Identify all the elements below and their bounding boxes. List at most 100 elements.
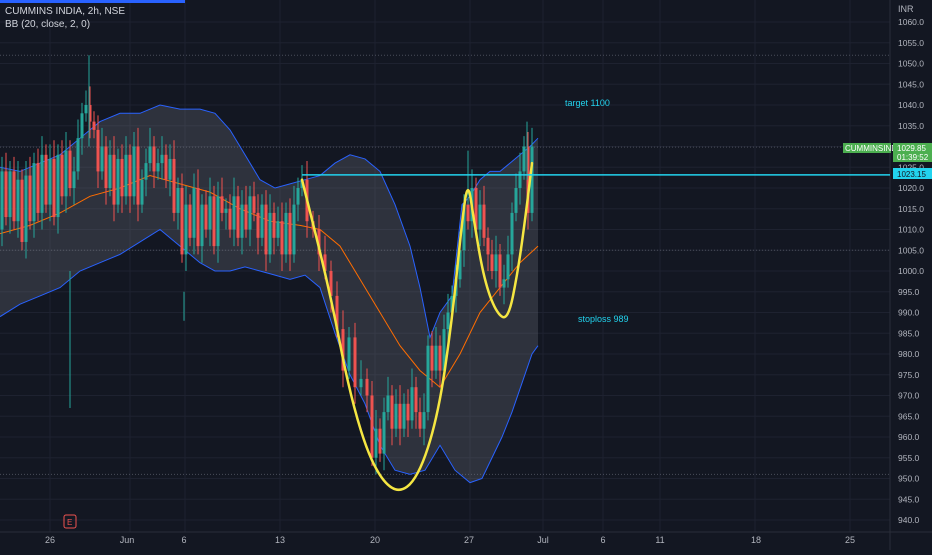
price-axis[interactable]: 940.0 945.0 950.0 955.0 960.0 965.0 970.0 975.0…	[898, 17, 924, 525]
symbol-tag-bg	[843, 143, 891, 153]
candle-body	[329, 271, 333, 296]
candle-body	[426, 345, 430, 413]
candle-body	[4, 171, 8, 218]
candle-body	[378, 428, 382, 454]
candle-body	[347, 337, 351, 371]
level-line-tag-bg	[893, 168, 932, 179]
candle-body	[84, 105, 88, 114]
price-tick-label: 960.0	[898, 432, 920, 442]
candle-body	[268, 212, 272, 255]
candle-body	[152, 146, 156, 172]
price-tick-label: 1005.0	[898, 245, 924, 255]
price-tick-label: 940.0	[898, 515, 920, 525]
candle-body	[522, 146, 526, 172]
candle-body	[148, 146, 152, 164]
candle-body	[510, 212, 514, 255]
currency-label: INR	[898, 4, 914, 14]
candle-body	[8, 171, 12, 218]
candle-body	[264, 204, 268, 255]
stoploss-annotation[interactable]: stoploss 989	[578, 314, 629, 324]
price-tick-label: 1045.0	[898, 79, 924, 89]
earnings-marker[interactable]	[63, 514, 77, 529]
candle-body	[72, 171, 76, 188]
target-annotation[interactable]: target 1100	[565, 98, 610, 108]
candle-body	[438, 345, 442, 371]
symbol-title[interactable]: CUMMINS INDIA, 2h, NSE	[5, 6, 125, 17]
candle-body	[112, 154, 116, 205]
candle-body	[390, 395, 394, 429]
candle-body	[96, 129, 100, 172]
candle-body	[140, 179, 144, 205]
candle-body	[478, 204, 482, 230]
top-loading-bar	[0, 0, 185, 3]
time-axis[interactable]: 26 Jun 6 13 20 27 Jul 6 11 18 25	[45, 535, 855, 545]
time-tick-label: 27	[464, 535, 474, 545]
time-tick-label: 20	[370, 535, 380, 545]
candle-body	[192, 188, 196, 238]
candle-body	[288, 212, 292, 255]
candle-body	[100, 146, 104, 172]
candle-body	[498, 254, 502, 288]
candle-body	[104, 146, 108, 188]
candle-body	[506, 254, 510, 280]
candle-body	[244, 204, 248, 230]
candle-body	[108, 154, 112, 188]
price-tick-label: 985.0	[898, 328, 920, 338]
candle-body	[188, 204, 192, 238]
candle-body	[120, 158, 124, 197]
candle-body	[228, 208, 232, 230]
candle-body	[276, 221, 280, 238]
indicator-label[interactable]: BB (20, close, 2, 0)	[5, 19, 90, 30]
candle-body	[60, 154, 64, 197]
price-tick-label: 990.0	[898, 308, 920, 318]
candle-body	[370, 395, 374, 458]
time-tick-label: 25	[845, 535, 855, 545]
candle-body	[172, 158, 176, 213]
candle-body	[442, 329, 446, 371]
price-tick-label: 945.0	[898, 494, 920, 504]
time-tick-label: 13	[275, 535, 285, 545]
candle-body	[450, 295, 454, 313]
candle-body	[20, 179, 24, 242]
candle-body	[482, 204, 486, 238]
bb-lower-line	[0, 228, 539, 484]
candle-body	[232, 196, 236, 230]
candle-body	[128, 154, 132, 197]
price-tick-label: 1060.0	[898, 17, 924, 27]
candle-body	[168, 158, 172, 180]
candle-body	[240, 204, 244, 238]
candle-body	[374, 428, 378, 458]
earnings-icon[interactable]: E	[67, 518, 72, 527]
level-line-tag: 1023.15	[897, 170, 926, 179]
candle-body	[284, 212, 288, 255]
candle-body	[514, 188, 518, 213]
candle-body	[124, 154, 128, 197]
candle-body	[386, 395, 390, 413]
candle-body	[40, 154, 44, 213]
time-tick-label: 6	[181, 535, 186, 545]
candle-body	[196, 188, 200, 247]
cup-and-handle-curve	[300, 161, 534, 492]
candle-body	[32, 163, 36, 222]
candle-body	[12, 171, 16, 222]
last-price-tag: 1029.85	[897, 144, 926, 153]
candle-body	[180, 188, 184, 255]
price-tick-label: 1035.0	[898, 121, 924, 131]
candle-body	[398, 403, 402, 429]
candle-body	[260, 204, 264, 238]
candle-body	[382, 412, 386, 454]
time-tick-label: 26	[45, 535, 55, 545]
candle-body	[296, 188, 300, 205]
candle-body	[68, 150, 72, 188]
price-tick-label: 1015.0	[898, 204, 924, 214]
candle-body	[28, 175, 32, 222]
candle-body	[212, 196, 216, 247]
candle-body	[486, 237, 490, 255]
candle-body	[272, 212, 276, 238]
candle-body	[236, 196, 240, 238]
time-tick-label: Jul	[537, 535, 549, 545]
candle-body	[248, 196, 252, 230]
candle-body	[530, 146, 534, 213]
candle-body	[92, 121, 96, 130]
candle-body	[164, 154, 168, 180]
